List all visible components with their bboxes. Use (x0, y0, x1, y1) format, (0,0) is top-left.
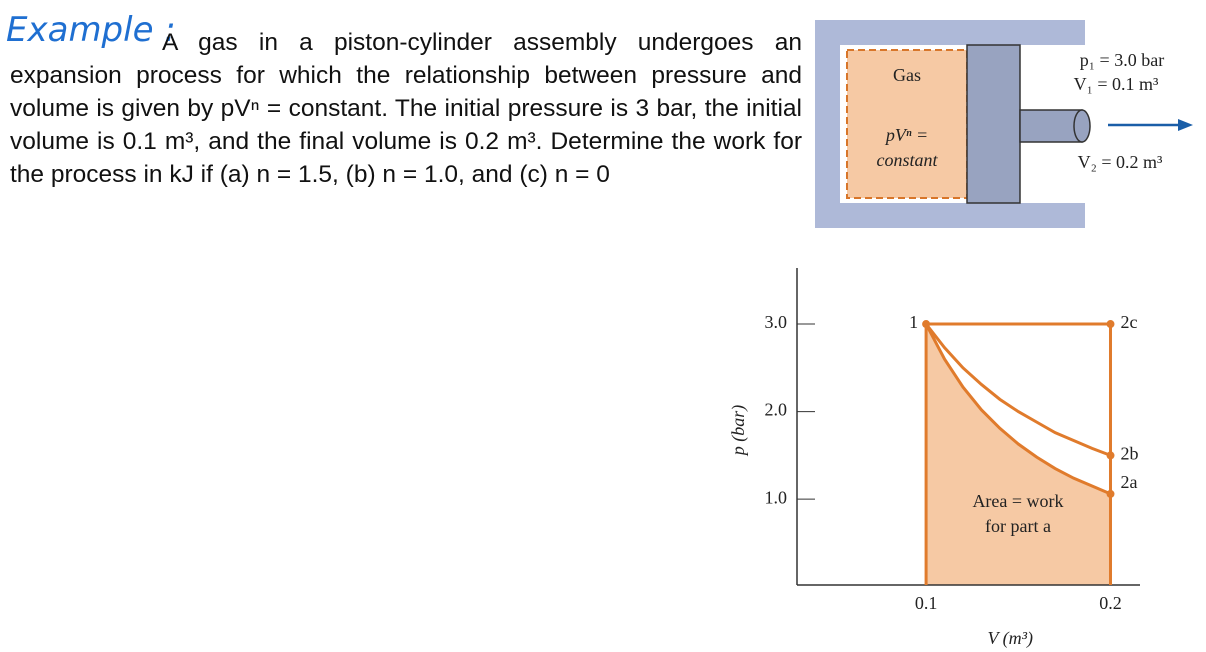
state-label: 2a (1120, 472, 1137, 492)
start-point (922, 320, 931, 329)
x-axis-label: V (m³) (988, 628, 1034, 649)
relation: pVⁿ = (884, 125, 928, 145)
end-point (1106, 320, 1115, 329)
gas-label: Gas (893, 65, 921, 85)
y-axis-label: p (bar) (728, 405, 749, 458)
area-label: Area = work (972, 491, 1063, 511)
state-label: V₁ = 0.1 m³ (1074, 74, 1159, 94)
example-heading: Example : (6, 10, 176, 50)
problem-text: A gas in a piston-cylinder assembly unde… (10, 29, 802, 188)
gas-region (846, 49, 968, 199)
rod-end (1073, 109, 1091, 143)
y-tick-label: 3.0 (765, 312, 788, 332)
x-tick-label: 0.1 (915, 593, 938, 613)
piston-rod (1019, 109, 1083, 143)
x-tick-label: 0.2 (1099, 593, 1122, 613)
piston-diagram: Gas pVⁿ = constant p₁ = 3.0 bar V₁ = 0.1… (815, 20, 1193, 228)
piston (966, 44, 1021, 204)
y-tick-label: 1.0 (765, 487, 788, 507)
pv-chart: 1.0 2.0 3.0 0.1 0.2 V (m³) p (bar) 2a 2b 2c 1 Area … (728, 268, 1140, 649)
state-label: 2b (1120, 444, 1138, 464)
state-label: p₁ = 3.0 bar (1080, 50, 1164, 70)
state-label: V₂ = 0.2 m³ (1078, 152, 1163, 172)
area-label: for part a (985, 516, 1051, 536)
process-curve (924, 323, 1112, 457)
end-point (1106, 489, 1115, 498)
y-tick-label: 2.0 (765, 400, 788, 420)
work-area (926, 324, 1111, 585)
end-point (1106, 451, 1115, 460)
process-curve (924, 323, 1112, 496)
state-label: 2c (1120, 312, 1137, 332)
state-label: 1 (909, 312, 918, 332)
arrowhead (1178, 119, 1193, 131)
relation: constant (877, 150, 939, 170)
